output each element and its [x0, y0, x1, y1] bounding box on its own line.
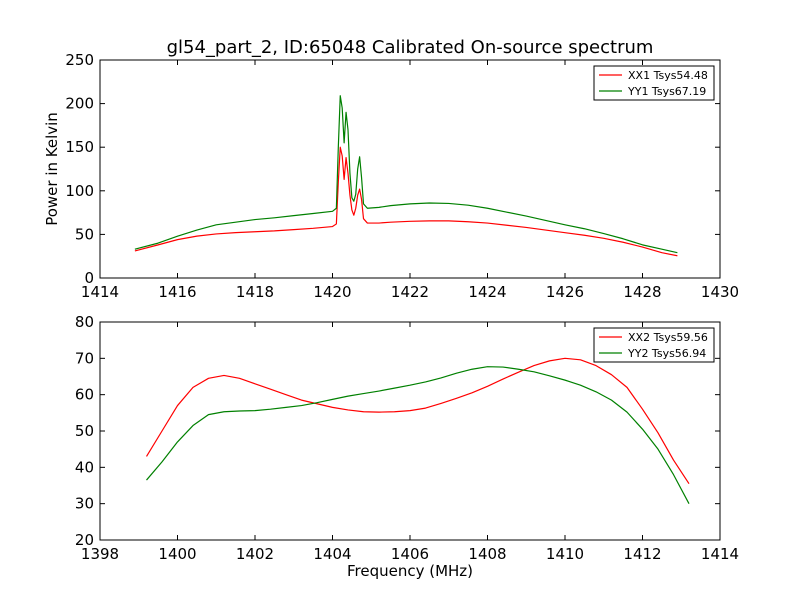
legend-label: XX1 Tsys54.48	[628, 69, 708, 82]
series-line-yy	[134, 95, 678, 254]
bottom-ticks: 1398 1400 1402 1404 1406 1408 1410 1412 1414 20 30…	[75, 313, 739, 563]
x-tick-label: 1424	[468, 283, 506, 301]
series-line-xx	[145, 357, 690, 485]
y-tick-label: 60	[75, 386, 94, 404]
x-tick-label: 1416	[158, 283, 196, 301]
y-tick-label: 80	[75, 313, 94, 331]
top-series-layer	[134, 95, 678, 257]
y-tick-label: 200	[65, 95, 94, 113]
x-tick-label: 1420	[313, 283, 351, 301]
x-tick-label: 1414	[81, 283, 119, 301]
top-panel: 1414 1416 1418 1420 1422 1424 1426 1428 1430 0 50 1…	[43, 51, 739, 301]
y-tick-label: 20	[75, 531, 94, 549]
top-ticks: 1414 1416 1418 1420 1422 1424 1426 1428 1430 0 50 1…	[65, 51, 739, 301]
legend-label: XX2 Tsys59.56	[628, 331, 708, 344]
legend-label: YY2 Tsys56.94	[627, 347, 706, 360]
x-tick-label: 1414	[701, 545, 739, 563]
y-tick-label: 0	[84, 269, 94, 287]
legend-box	[593, 65, 715, 101]
x-tick-label: 1422	[391, 283, 429, 301]
y-tick-label: 30	[75, 495, 94, 513]
x-tick-label: 1418	[236, 283, 274, 301]
y-tick-label: 100	[65, 182, 94, 200]
x-tick-label: 1402	[236, 545, 274, 563]
y-tick-label: 40	[75, 458, 94, 476]
x-tick-label: 1400	[158, 545, 196, 563]
top-ylabel: Power in Kelvin	[43, 112, 61, 226]
y-tick-label: 150	[65, 138, 94, 156]
x-tick-label: 1412	[623, 545, 661, 563]
bottom-series-layer	[145, 357, 690, 504]
x-tick-label: 1426	[546, 283, 584, 301]
bottom-legend: XX2 Tsys59.56 YY2 Tsys56.94	[593, 327, 715, 363]
x-tick-label: 1398	[81, 545, 119, 563]
x-tick-label: 1406	[391, 545, 429, 563]
bottom-panel: 1398 1400 1402 1404 1406 1408 1410 1412 1414 20 30…	[75, 313, 739, 580]
x-tick-label: 1404	[313, 545, 351, 563]
legend-label: YY1 Tsys67.19	[627, 85, 706, 98]
bottom-xlabel: Frequency (MHz)	[347, 562, 473, 580]
x-tick-label: 1428	[623, 283, 661, 301]
legend-box	[593, 327, 715, 363]
x-tick-label: 1408	[468, 545, 506, 563]
y-tick-label: 50	[75, 422, 94, 440]
x-tick-label: 1430	[701, 283, 739, 301]
y-tick-label: 250	[65, 51, 94, 69]
series-line-xx	[134, 146, 678, 257]
series-line-yy	[146, 366, 690, 504]
top-legend: XX1 Tsys54.48 YY1 Tsys67.19	[593, 65, 715, 101]
figure-title: gl54_part_2, ID:65048 Calibrated On-sour…	[167, 37, 654, 58]
y-tick-label: 70	[75, 349, 94, 367]
y-tick-label: 50	[75, 225, 94, 243]
x-tick-label: 1410	[546, 545, 584, 563]
